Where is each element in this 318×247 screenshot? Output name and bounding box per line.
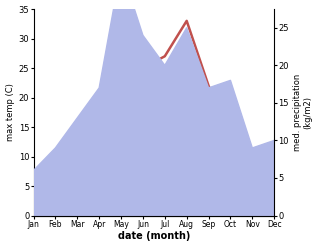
X-axis label: date (month): date (month)	[118, 231, 190, 242]
Y-axis label: med. precipitation
(kg/m2): med. precipitation (kg/m2)	[293, 74, 313, 151]
Y-axis label: max temp (C): max temp (C)	[5, 83, 15, 141]
